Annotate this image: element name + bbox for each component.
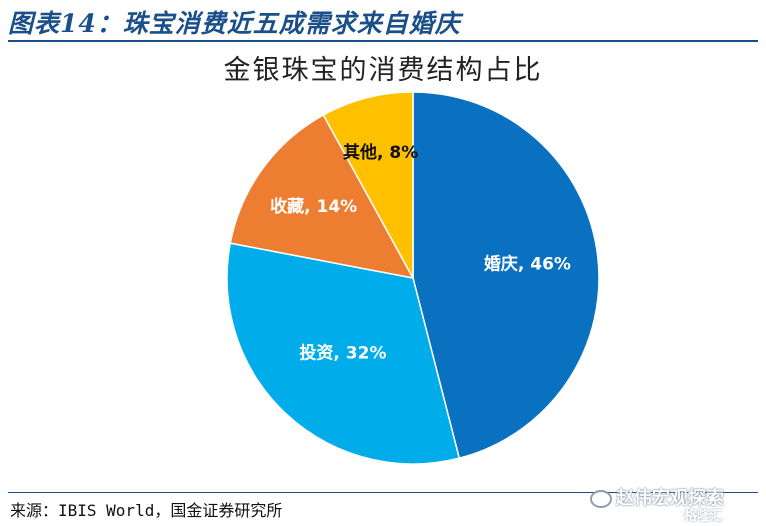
slice-label-1: 婚庆, 46%: [484, 254, 571, 275]
chart-title: 金银珠宝的消费结构占比: [223, 55, 543, 86]
slice-label-4: 其他, 8%: [343, 142, 418, 163]
figure-title: 图表14：珠宝消费近五成需求来自婚庆: [8, 9, 461, 38]
title-divider: [8, 40, 758, 42]
wechat-icon: [590, 490, 612, 508]
pie-slice-1: [412, 91, 600, 460]
watermark: 赵伟宏观探索: [590, 484, 724, 510]
watermark-text: 赵伟宏观探索: [616, 488, 724, 509]
pie-slice-3: [229, 113, 415, 280]
source-divider: [8, 492, 758, 493]
watermark-sub: 格隆汇: [684, 509, 724, 524]
source-note: 来源：IBIS World，国金证券研究所: [10, 501, 283, 520]
slice-label-3: 收藏, 14%: [270, 196, 357, 217]
pie-slice-2: [226, 242, 461, 465]
pie-slice-4: [322, 91, 414, 279]
slice-label-2: 投资, 32%: [299, 343, 386, 364]
